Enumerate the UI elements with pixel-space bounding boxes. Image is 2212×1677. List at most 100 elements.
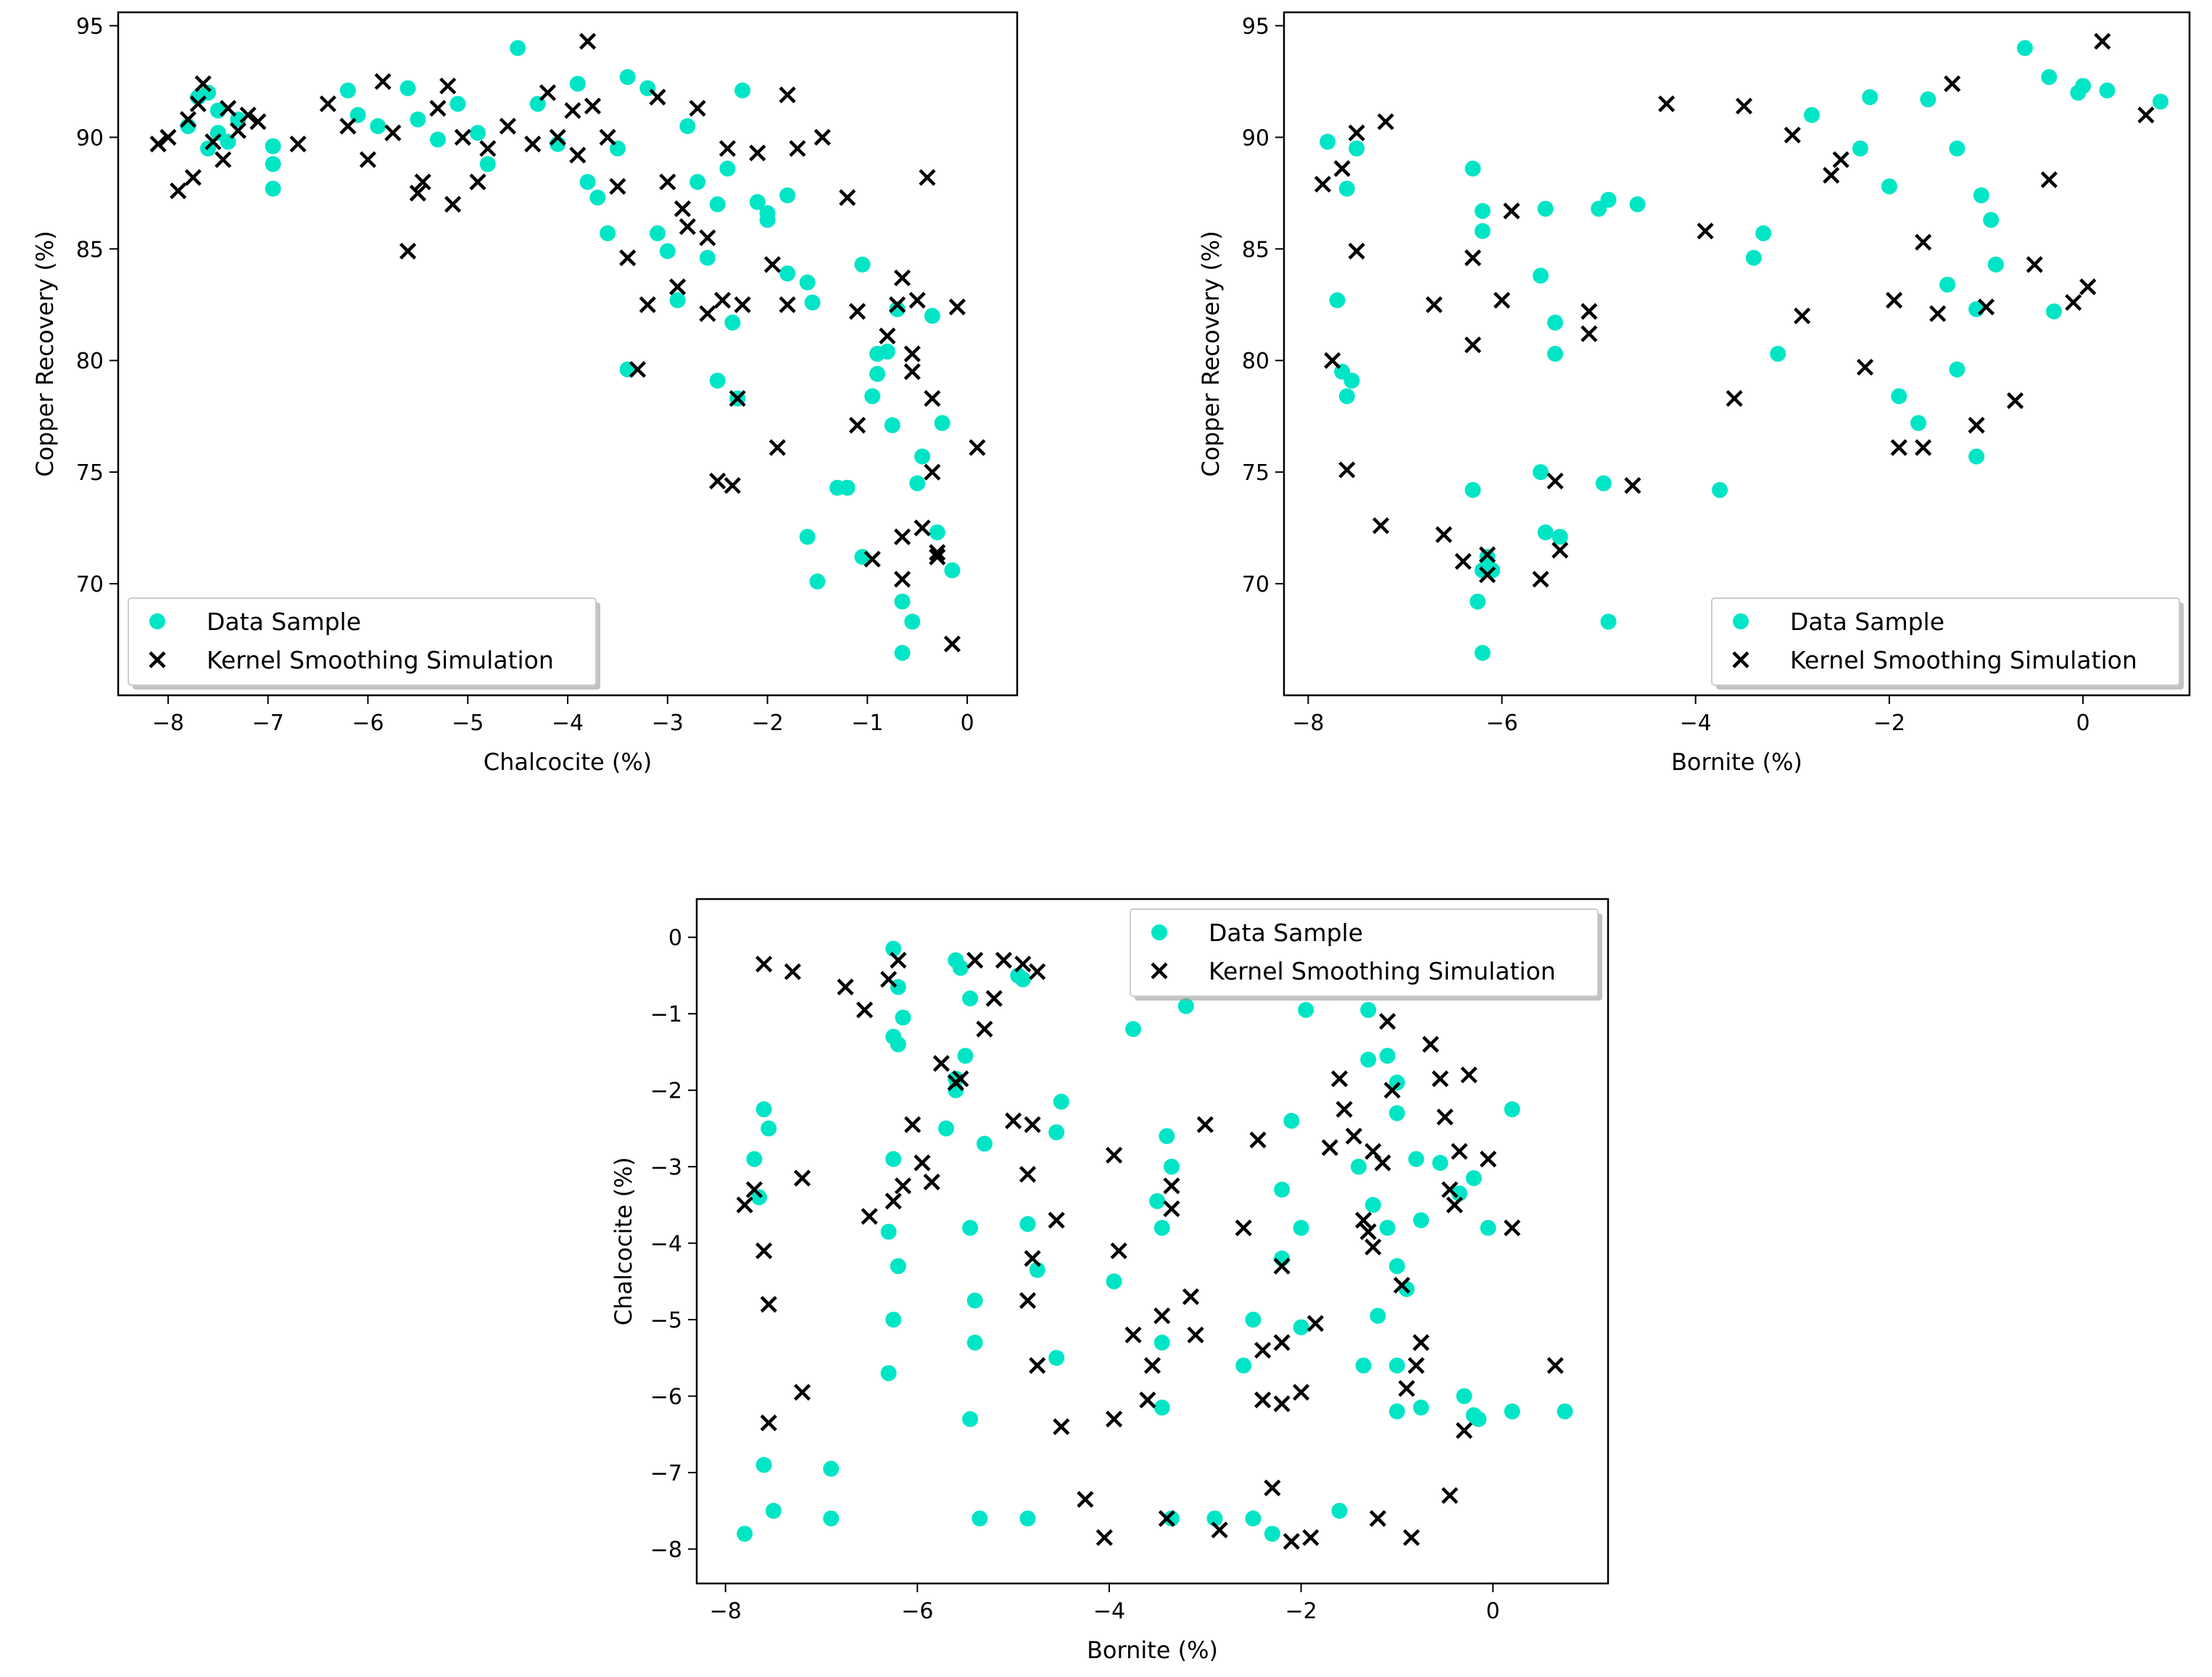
data-sample-point (1504, 1101, 1520, 1118)
data-sample-point (751, 1189, 768, 1206)
simulation-point (903, 345, 921, 363)
legend: Data Sample Kernel Smoothing Simulation (128, 597, 600, 690)
simulation-point (793, 1169, 811, 1187)
data-sample-point (895, 1009, 911, 1026)
data-sample-point (1153, 1220, 1170, 1236)
simulation-point (736, 1196, 753, 1214)
simulation-point (1407, 1357, 1425, 1374)
y-tick-label: 70 (1242, 572, 1269, 597)
simulation-point (1302, 1529, 1320, 1546)
data-sample-point (1053, 1093, 1069, 1110)
data-sample-point (1355, 1357, 1372, 1374)
simulation-point (1422, 1035, 1439, 1053)
simulation-point (893, 269, 911, 286)
simulation-point (1944, 75, 1961, 93)
data-sample-point (885, 940, 902, 957)
data-sample-point (1331, 1502, 1348, 1519)
simulation-point (1024, 1116, 1041, 1133)
data-sample-point (1343, 372, 1360, 389)
data-sample-point (1235, 1357, 1252, 1374)
data-sample-point (1920, 91, 1936, 108)
series-data-sample (737, 940, 1573, 1542)
simulation-point (1338, 461, 1356, 479)
simulation-point (1306, 1314, 1325, 1332)
x-tick-label: 0 (961, 711, 974, 736)
simulation-point (184, 169, 202, 186)
simulation-point (1372, 517, 1390, 534)
simulation-point (995, 951, 1013, 969)
simulation-point (699, 305, 716, 323)
data-sample-point (569, 75, 586, 92)
simulation-point (863, 550, 881, 568)
data-sample-point (1048, 1349, 1065, 1366)
data-sample-point (880, 1365, 897, 1381)
data-sample-point (709, 196, 726, 212)
legend-box (128, 597, 597, 686)
data-sample-point (938, 1120, 955, 1137)
x-tick-label: −6 (1486, 711, 1517, 736)
data-sample-point (749, 194, 766, 210)
x-tick-label: −3 (652, 711, 684, 736)
simulation-point (1254, 1391, 1272, 1409)
legend-label-simulation: Kernel Smoothing Simulation (1790, 646, 2137, 674)
data-sample-point (709, 372, 726, 389)
data-sample-point (1408, 1151, 1425, 1167)
simulation-point (1581, 325, 1598, 342)
simulation-point (784, 963, 801, 980)
data-sample-point (909, 475, 926, 492)
data-sample-point (1804, 107, 1820, 123)
simulation-point (539, 84, 557, 102)
data-sample-point (1048, 1124, 1065, 1140)
data-sample-point (1910, 415, 1926, 431)
data-sample-point (1153, 1334, 1170, 1351)
x-tick-label: 0 (1486, 1599, 1500, 1624)
data-sample-point (880, 1223, 897, 1240)
data-sample-point (755, 1457, 772, 1473)
data-sample-point (1939, 276, 1956, 293)
simulation-point (469, 173, 486, 191)
data-sample-point (1320, 133, 1336, 150)
simulation-point (1158, 1510, 1175, 1527)
simulation-point (1095, 1529, 1113, 1546)
simulation-point (1393, 1277, 1411, 1294)
simulation-point (893, 528, 911, 546)
data-sample-point (864, 388, 881, 405)
data-sample-point (1537, 524, 1554, 541)
simulation-point (639, 296, 656, 313)
legend-marker-data-sample (1151, 924, 1167, 940)
simulation-point (668, 278, 687, 296)
data-sample-point (1412, 1399, 1429, 1416)
data-sample-point (962, 1411, 979, 1428)
data-sample-point (1547, 346, 1564, 362)
simulation-point (713, 291, 732, 309)
simulation-point (793, 1383, 811, 1401)
simulation-point (2040, 171, 2058, 189)
simulation-point (1153, 1307, 1171, 1325)
data-sample-point (839, 479, 856, 496)
simulation-point (219, 99, 237, 117)
y-tick-label: 80 (76, 349, 104, 374)
y-tick-label: −3 (650, 1155, 682, 1180)
data-sample-point (734, 82, 751, 99)
simulation-point (948, 298, 966, 315)
simulation-point (969, 439, 986, 456)
simulation-point (194, 75, 212, 93)
data-sample-point (737, 1525, 753, 1542)
simulation-point (564, 102, 581, 120)
data-sample-point (1557, 1403, 1573, 1420)
simulation-point (1377, 113, 1394, 131)
data-sample-point (804, 294, 821, 311)
series-kernel-smoothing-simulation (1314, 33, 2155, 588)
data-sample-point (809, 574, 826, 589)
data-sample-point (765, 1502, 782, 1519)
data-sample-point (894, 645, 911, 661)
x-tick-label: −2 (751, 711, 783, 736)
simulation-point (1915, 439, 1932, 456)
data-sample-point (1177, 998, 1194, 1014)
simulation-point (755, 1242, 773, 1259)
simulation-point (229, 122, 247, 139)
simulation-point (734, 296, 751, 313)
y-axis-label: Chalcocite (%) (610, 1157, 637, 1326)
data-sample-point (2152, 94, 2168, 110)
y-tick-label: 90 (1242, 125, 1269, 151)
